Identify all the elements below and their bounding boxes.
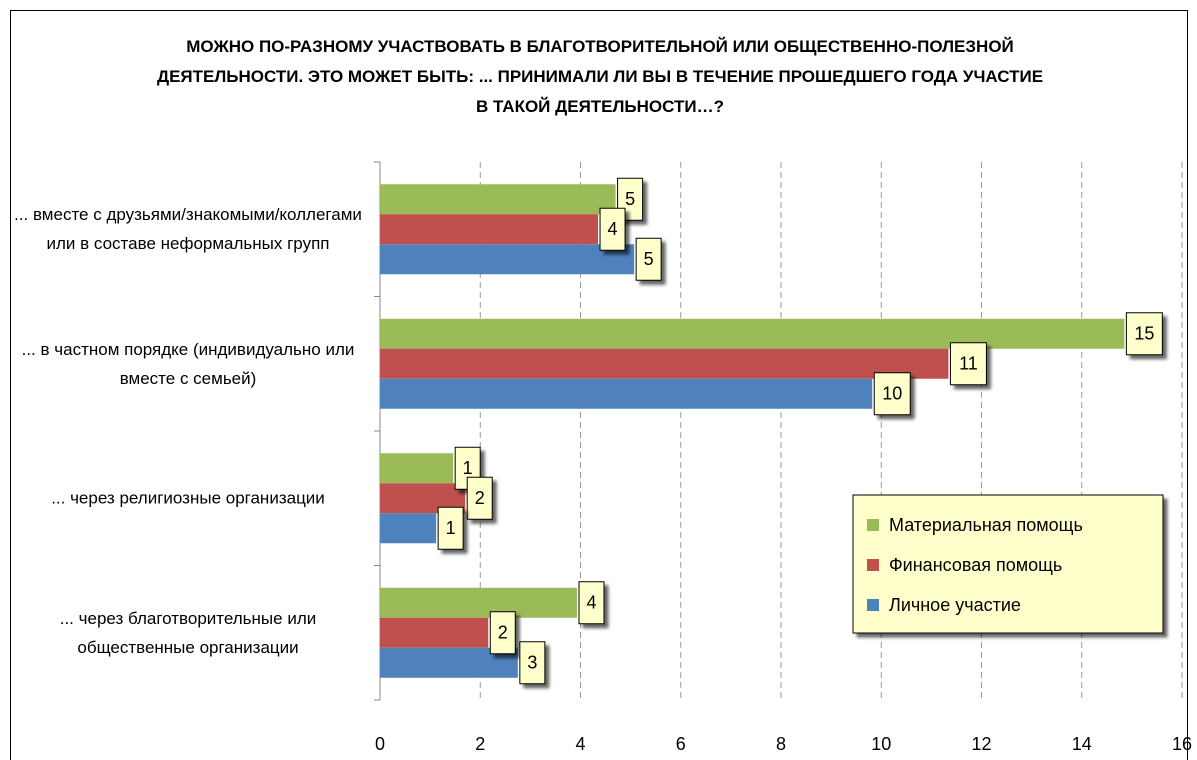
- legend-label: Материальная помощь: [889, 515, 1083, 535]
- x-tick-label: 10: [871, 734, 891, 754]
- value-label-box: [437, 506, 464, 550]
- value-label: 3: [527, 653, 537, 673]
- bar: [380, 378, 873, 409]
- value-label-box: [873, 372, 911, 416]
- bar: [380, 244, 635, 275]
- category-label: ... через благотворительные или обществе…: [59, 608, 317, 657]
- x-tick-label: 4: [575, 734, 585, 754]
- legend-label: Финансовая помощь: [889, 555, 1062, 575]
- bar: [380, 184, 616, 215]
- category-label: ... через религиозные организации: [51, 488, 325, 508]
- value-label: 2: [475, 488, 485, 508]
- x-tick-label: 8: [776, 734, 786, 754]
- value-label: 5: [644, 249, 654, 269]
- value-label: 2: [498, 623, 508, 643]
- value-label-box: [635, 237, 662, 281]
- value-label-box: [578, 581, 605, 625]
- bar: [380, 587, 577, 618]
- bar: [380, 617, 489, 648]
- bar: [380, 348, 949, 379]
- value-label: 10: [882, 384, 902, 404]
- value-label-box: [519, 641, 546, 685]
- legend-box: [852, 494, 1164, 634]
- value-label: 11: [959, 354, 978, 374]
- value-label: 4: [608, 219, 618, 239]
- value-label: 1: [463, 458, 473, 478]
- legend-label: Личное участие: [889, 595, 1021, 615]
- category-label: ... вместе с друзьями/знакомыми/коллегам…: [14, 205, 362, 254]
- value-label-box: [1125, 312, 1163, 356]
- value-label-box: [489, 611, 516, 655]
- bar: [380, 318, 1125, 349]
- x-tick-label: 2: [475, 734, 485, 754]
- category-label: ... в частном порядке (индивидуально или…: [21, 339, 355, 388]
- chart-title: МОЖНО ПО-РАЗНОМУ УЧАСТВОВАТЬ В БЛАГОТВОР…: [156, 37, 1044, 116]
- x-tick-label: 14: [1072, 734, 1092, 754]
- chart-frame: [10, 10, 1188, 760]
- legend-swatch: [867, 559, 879, 571]
- value-label: 5: [625, 189, 635, 209]
- value-label-box: [466, 476, 493, 520]
- legend-swatch: [867, 599, 879, 611]
- x-tick-label: 16: [1172, 734, 1192, 754]
- value-label-box: [949, 342, 987, 386]
- bar: [380, 214, 599, 245]
- value-label: 1: [446, 518, 456, 538]
- legend-swatch: [867, 519, 879, 531]
- bar: [380, 513, 437, 544]
- value-label: 4: [586, 593, 596, 613]
- value-label: 15: [1134, 324, 1154, 344]
- value-label-box: [599, 207, 626, 251]
- x-tick-label: 0: [375, 734, 385, 754]
- bar: [380, 453, 454, 484]
- x-tick-label: 12: [971, 734, 991, 754]
- x-tick-label: 6: [676, 734, 686, 754]
